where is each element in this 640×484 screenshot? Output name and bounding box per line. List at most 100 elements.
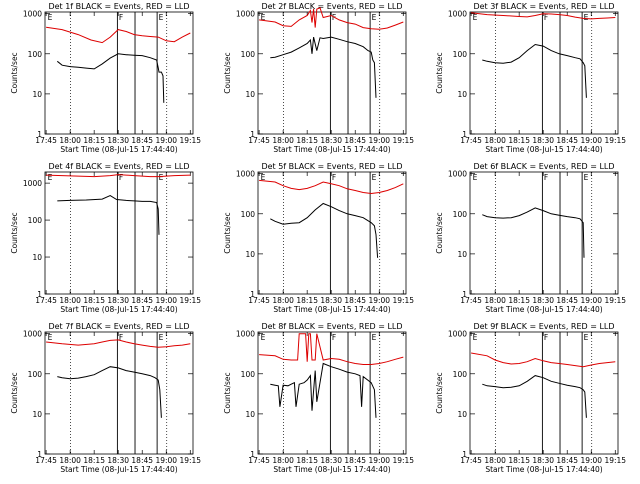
x-tick-label: 17:45 (35, 296, 57, 305)
x-tick-label: 18:15 (83, 136, 105, 145)
interval-marker-label: E (473, 333, 478, 342)
x-tick-label: 17:45 (35, 136, 57, 145)
x-tick-label: 18:45 (131, 136, 153, 145)
x-axis-label: Start Time (08-Jul-15 17:44:40) (60, 465, 177, 474)
y-axis-label: Counts/sec (223, 212, 232, 253)
events-series-line (482, 207, 585, 258)
y-tick-label: 1000 (236, 170, 255, 179)
y-axis-label: Counts/sec (435, 372, 444, 413)
interval-marker-label: F (544, 13, 548, 22)
x-tick-label: 18:30 (532, 296, 554, 305)
x-tick-label: 18:15 (83, 296, 105, 305)
chart-panel: Det 9f BLACK = Events, RED = LLD E F E 17:45… (435, 322, 626, 474)
chart-panel: Det 5f BLACK = Events, RED = LLD E F E 17:45… (223, 162, 414, 314)
chart-panel: Det 3f BLACK = Events, RED = LLD E F E 17:45… (435, 2, 626, 154)
x-tick-label: 19:00 (368, 296, 390, 305)
x-tick-label: 19:15 (604, 456, 626, 465)
x-tick-label: 19:15 (392, 456, 414, 465)
x-tick-label: 18:45 (556, 296, 578, 305)
y-tick-label: 10 (245, 250, 255, 259)
x-tick-label: 19:00 (155, 136, 177, 145)
y-tick-label: 100 (453, 210, 468, 219)
x-tick-label: 18:45 (556, 456, 578, 465)
chart-title: Det 7f BLACK = Events, RED = LLD (48, 322, 189, 331)
x-tick-label: 18:15 (296, 456, 318, 465)
chart-panel: Det 8f BLACK = Events, RED = LLD E F E 17:45… (223, 322, 414, 474)
chart-panel: Det 4f BLACK = Events, RED = LLD E F E 17:45… (10, 162, 201, 314)
y-axis-label: Counts/sec (435, 212, 444, 253)
y-axis-label: Counts/sec (435, 52, 444, 93)
x-tick-label: 18:15 (296, 296, 318, 305)
x-tick-label: 17:45 (35, 456, 57, 465)
x-tick-label: 18:15 (508, 296, 530, 305)
y-tick-label: 100 (28, 216, 43, 225)
y-tick-label: 1000 (23, 10, 42, 19)
lld-series-line (46, 26, 191, 44)
events-series-line (56, 53, 165, 103)
plot-frame (469, 11, 619, 135)
x-tick-label: 18:00 (272, 296, 294, 305)
interval-marker-label: E (159, 333, 164, 342)
x-tick-label: 17:45 (460, 456, 482, 465)
x-tick-label: 18:00 (484, 136, 506, 145)
y-tick-label: 100 (241, 370, 256, 379)
interval-marker-label: E (372, 173, 377, 182)
x-tick-label: 19:00 (580, 456, 602, 465)
chart-title: Det 8f BLACK = Events, RED = LLD (261, 322, 402, 331)
interval-marker-label: E (584, 333, 589, 342)
y-tick-label: 10 (32, 253, 42, 262)
y-tick-label: 10 (245, 90, 255, 99)
x-tick-label: 18:00 (59, 296, 81, 305)
plot-frame (469, 331, 619, 455)
x-tick-label: 18:15 (508, 136, 530, 145)
lld-series-line (46, 174, 191, 178)
plot-frame (44, 171, 194, 295)
x-tick-label: 18:30 (107, 136, 129, 145)
y-tick-label: 1 (462, 450, 467, 459)
chart-title: Det 2f BLACK = Events, RED = LLD (261, 2, 402, 11)
x-tick-label: 19:00 (155, 456, 177, 465)
events-series-line (270, 202, 379, 258)
interval-marker-label: E (261, 13, 266, 22)
y-axis-label: Counts/sec (10, 372, 19, 413)
interval-marker-label: E (584, 173, 589, 182)
x-axis-label: Start Time (08-Jul-15 17:44:40) (485, 305, 602, 314)
plot-frame (257, 11, 407, 135)
x-tick-label: 18:15 (508, 456, 530, 465)
x-tick-label: 19:00 (368, 136, 390, 145)
y-tick-label: 10 (457, 410, 467, 419)
y-tick-label: 1000 (448, 170, 467, 179)
interval-marker-label: E (159, 13, 164, 22)
x-tick-label: 18:00 (484, 456, 506, 465)
y-axis-label: Counts/sec (10, 212, 19, 253)
interval-marker-label: F (119, 13, 123, 22)
x-tick-label: 18:30 (320, 456, 342, 465)
y-tick-label: 100 (28, 50, 43, 59)
x-tick-label: 18:30 (532, 456, 554, 465)
interval-marker-label: F (332, 333, 336, 342)
lld-series-line (259, 7, 404, 30)
x-tick-label: 19:15 (392, 136, 414, 145)
x-axis-label: Start Time (08-Jul-15 17:44:40) (485, 465, 602, 474)
y-tick-label: 100 (241, 50, 256, 59)
x-tick-label: 18:45 (344, 456, 366, 465)
y-tick-label: 1 (37, 450, 42, 459)
lld-series-line (259, 179, 404, 195)
x-tick-label: 19:15 (179, 456, 201, 465)
y-tick-label: 1 (37, 290, 42, 299)
interval-marker-label: F (544, 173, 548, 182)
lld-series-line (471, 352, 616, 368)
events-series-line (482, 375, 587, 418)
x-axis-label: Start Time (08-Jul-15 17:44:40) (273, 465, 390, 474)
interval-marker-label: F (119, 333, 123, 342)
y-tick-label: 1000 (448, 330, 467, 339)
events-series-line (270, 362, 377, 418)
x-axis-label: Start Time (08-Jul-15 17:44:40) (60, 305, 177, 314)
x-tick-label: 18:45 (131, 456, 153, 465)
plot-frame (44, 331, 194, 455)
events-series-line (57, 195, 160, 235)
x-axis-label: Start Time (08-Jul-15 17:44:40) (273, 145, 390, 154)
lld-series-line (471, 12, 616, 20)
